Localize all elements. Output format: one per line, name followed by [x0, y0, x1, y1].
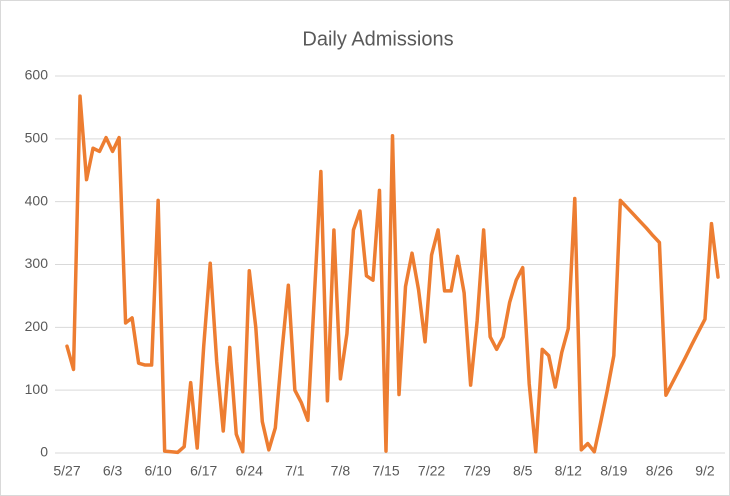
x-tick-label: 6/24 [236, 463, 263, 479]
x-tick-label: 8/26 [646, 463, 673, 479]
y-tick-label: 300 [25, 255, 49, 271]
x-tick-label: 6/17 [190, 463, 217, 479]
y-tick-label: 500 [25, 130, 49, 146]
x-tick-label: 8/19 [600, 463, 627, 479]
x-tick-label: 5/27 [53, 463, 80, 479]
y-tick-label: 0 [40, 444, 48, 460]
x-tick-label: 8/5 [513, 463, 533, 479]
x-tick-label: 7/1 [285, 463, 305, 479]
x-tick-label: 8/12 [555, 463, 582, 479]
y-tick-label: 400 [25, 192, 49, 208]
x-tick-label: 7/15 [372, 463, 399, 479]
y-tick-label: 100 [25, 381, 49, 397]
x-tick-label: 7/8 [331, 463, 351, 479]
x-tick-label: 6/10 [145, 463, 172, 479]
data-line [65, 94, 720, 455]
y-tick-label: 200 [25, 318, 49, 334]
x-tick-label: 7/29 [464, 463, 491, 479]
x-tick-label: 7/22 [418, 463, 445, 479]
x-tick-label: 9/2 [695, 463, 715, 479]
y-tick-label: 600 [25, 67, 49, 83]
x-tick-label: 6/3 [103, 463, 123, 479]
chart-title: Daily Admissions [302, 28, 453, 50]
